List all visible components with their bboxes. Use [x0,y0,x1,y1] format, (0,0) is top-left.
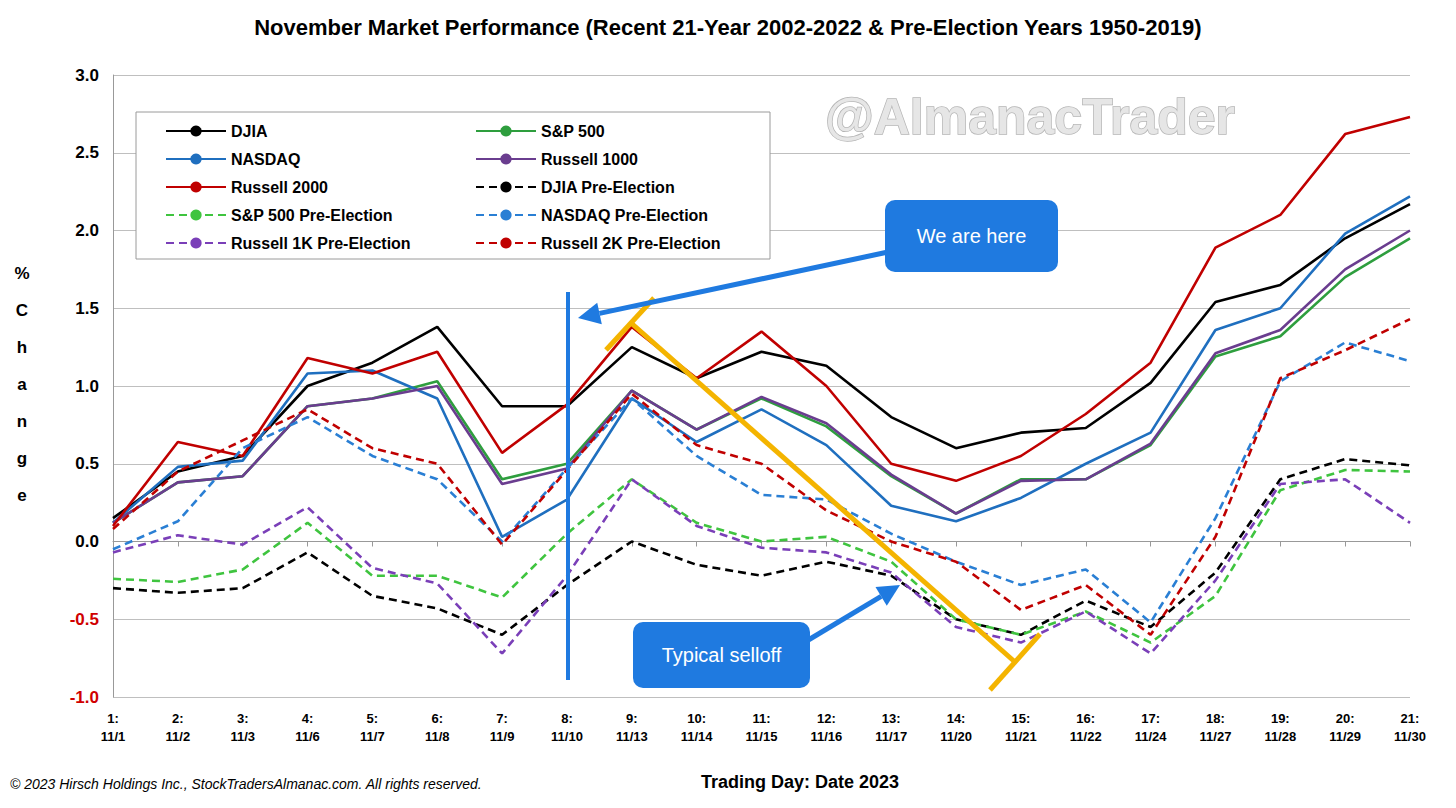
svg-text:Trading Day: Date 2023: Trading Day: Date 2023 [701,772,899,792]
svg-text:h: h [17,338,27,357]
svg-text:16:: 16: [1076,711,1095,726]
svg-text:© 2023 Hirsch Holdings Inc., S: © 2023 Hirsch Holdings Inc., StockTrader… [10,776,482,792]
svg-text:11/9: 11/9 [490,729,515,744]
svg-text:17:: 17: [1141,711,1160,726]
svg-text:1:: 1: [107,711,119,726]
svg-text:DJIA: DJIA [231,123,268,140]
svg-text:7:: 7: [496,711,508,726]
svg-text:11/10: 11/10 [551,729,583,744]
svg-text:Russell 1000: Russell 1000 [541,151,638,168]
svg-text:11/8: 11/8 [425,729,450,744]
svg-text:11:: 11: [752,711,770,726]
svg-text:11/13: 11/13 [616,729,648,744]
svg-text:-1.0: -1.0 [70,688,99,707]
svg-text:November Market Performance (R: November Market Performance (Recent 21-Y… [254,15,1201,40]
svg-text:1.0: 1.0 [75,377,99,396]
svg-text:11/16: 11/16 [810,729,842,744]
svg-text:Russell 2K Pre-Election: Russell 2K Pre-Election [541,235,721,252]
svg-text:12:: 12: [817,711,836,726]
svg-text:21:: 21: [1401,711,1420,726]
svg-text:11/3: 11/3 [230,729,255,744]
svg-text:Typical selloff: Typical selloff [662,644,782,666]
svg-text:11/17: 11/17 [875,729,907,744]
svg-text:11/20: 11/20 [940,729,972,744]
svg-text:6:: 6: [431,711,443,726]
svg-text:8:: 8: [561,711,573,726]
svg-text:0.5: 0.5 [75,454,99,473]
svg-text:11/1: 11/1 [101,729,126,744]
svg-text:n: n [17,412,27,431]
svg-text:-0.5: -0.5 [70,610,99,629]
svg-text:19:: 19: [1271,711,1290,726]
svg-text:11/14: 11/14 [681,729,714,744]
svg-text:15:: 15: [1012,711,1031,726]
svg-text:11/7: 11/7 [360,729,385,744]
svg-text:11/2: 11/2 [166,729,191,744]
svg-text:DJIA Pre-Election: DJIA Pre-Election [541,179,675,196]
svg-text:13:: 13: [882,711,901,726]
svg-text:2:: 2: [172,711,184,726]
svg-text:11/21: 11/21 [1005,729,1037,744]
svg-text:11/29: 11/29 [1329,729,1361,744]
svg-text:2.5: 2.5 [75,143,99,162]
svg-text:11/24: 11/24 [1135,729,1168,744]
svg-text:3.0: 3.0 [75,66,99,85]
svg-text:11/15: 11/15 [746,729,778,744]
svg-text:g: g [17,449,27,468]
svg-text:11/27: 11/27 [1200,729,1232,744]
svg-text:e: e [17,486,26,505]
svg-text:S&P 500: S&P 500 [541,123,605,140]
svg-text:3:: 3: [237,711,249,726]
svg-text:5:: 5: [367,711,379,726]
svg-text:9:: 9: [626,711,638,726]
svg-text:0.0: 0.0 [75,532,99,551]
svg-text:S&P 500 Pre-Election: S&P 500 Pre-Election [231,207,393,224]
svg-text:Russell 1K Pre-Election: Russell 1K Pre-Election [231,235,411,252]
svg-text:11/28: 11/28 [1264,729,1296,744]
svg-text:@AlmanacTrader: @AlmanacTrader [825,89,1235,145]
svg-text:1.5: 1.5 [75,299,99,318]
svg-text:a: a [17,375,27,394]
svg-text:We are here: We are here [917,225,1027,247]
svg-text:11/30: 11/30 [1394,729,1426,744]
svg-text:18:: 18: [1206,711,1225,726]
svg-text:NASDAQ: NASDAQ [231,151,300,168]
svg-text:11/6: 11/6 [295,729,320,744]
svg-text:2.0: 2.0 [75,221,99,240]
svg-text:%: % [14,264,29,283]
svg-text:20:: 20: [1336,711,1355,726]
svg-text:NASDAQ Pre-Election: NASDAQ Pre-Election [541,207,708,224]
svg-text:Russell 2000: Russell 2000 [231,179,328,196]
svg-text:14:: 14: [947,711,966,726]
svg-text:11/22: 11/22 [1070,729,1102,744]
svg-text:10:: 10: [687,711,706,726]
svg-text:4:: 4: [302,711,314,726]
svg-text:C: C [16,301,28,320]
